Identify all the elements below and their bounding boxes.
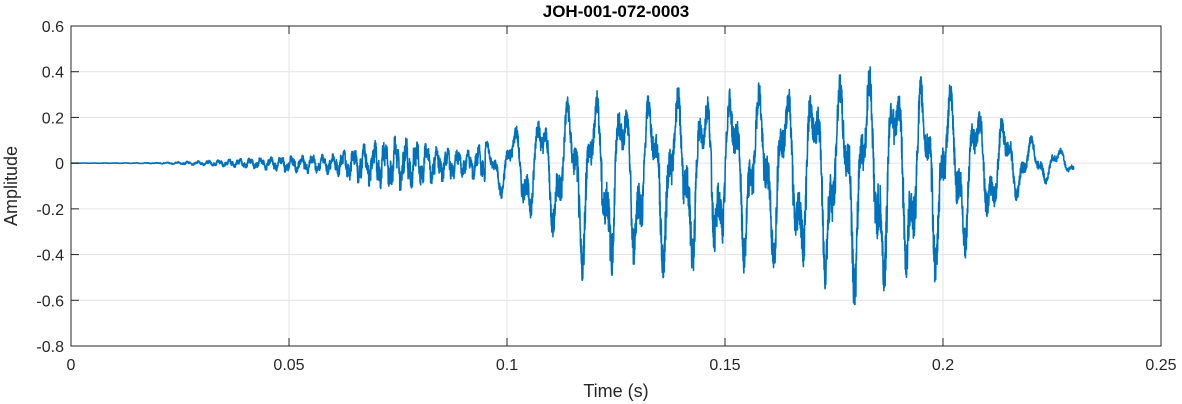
x-tick-label: 0 bbox=[67, 357, 76, 374]
plot-series-group bbox=[70, 66, 1075, 306]
chart-title: JOH-001-072-0003 bbox=[543, 2, 689, 21]
y-tick-labels: -0.8 -0.6 -0.4 -0.2 0 0.2 0.4 0.6 bbox=[36, 19, 64, 356]
y-axis-label: Amplitude bbox=[1, 146, 21, 226]
axes-box bbox=[70, 25, 1162, 347]
y-tick-label: 0 bbox=[55, 156, 64, 173]
x-axis-label: Time (s) bbox=[583, 381, 648, 401]
y-tick-label: 0.2 bbox=[42, 110, 64, 127]
tick-marks bbox=[70, 25, 1162, 347]
y-tick-label: 0.4 bbox=[42, 65, 64, 82]
x-tick-label: 0.2 bbox=[932, 357, 954, 374]
x-tick-label: 0.15 bbox=[709, 357, 740, 374]
x-tick-label: 0.25 bbox=[1145, 357, 1176, 374]
y-tick-label: -0.6 bbox=[36, 293, 64, 310]
y-tick-label: 0.6 bbox=[42, 19, 64, 36]
y-tick-label: -0.8 bbox=[36, 339, 64, 356]
y-tick-label: -0.4 bbox=[36, 248, 64, 265]
y-tick-label: -0.2 bbox=[36, 202, 64, 219]
x-tick-label: 0.1 bbox=[496, 357, 518, 374]
plot-area bbox=[71, 26, 1161, 346]
x-tick-labels: 0 0.05 0.1 0.15 0.2 0.25 bbox=[67, 357, 1177, 374]
waveform-line bbox=[70, 66, 1075, 306]
x-tick-label: 0.05 bbox=[273, 357, 304, 374]
